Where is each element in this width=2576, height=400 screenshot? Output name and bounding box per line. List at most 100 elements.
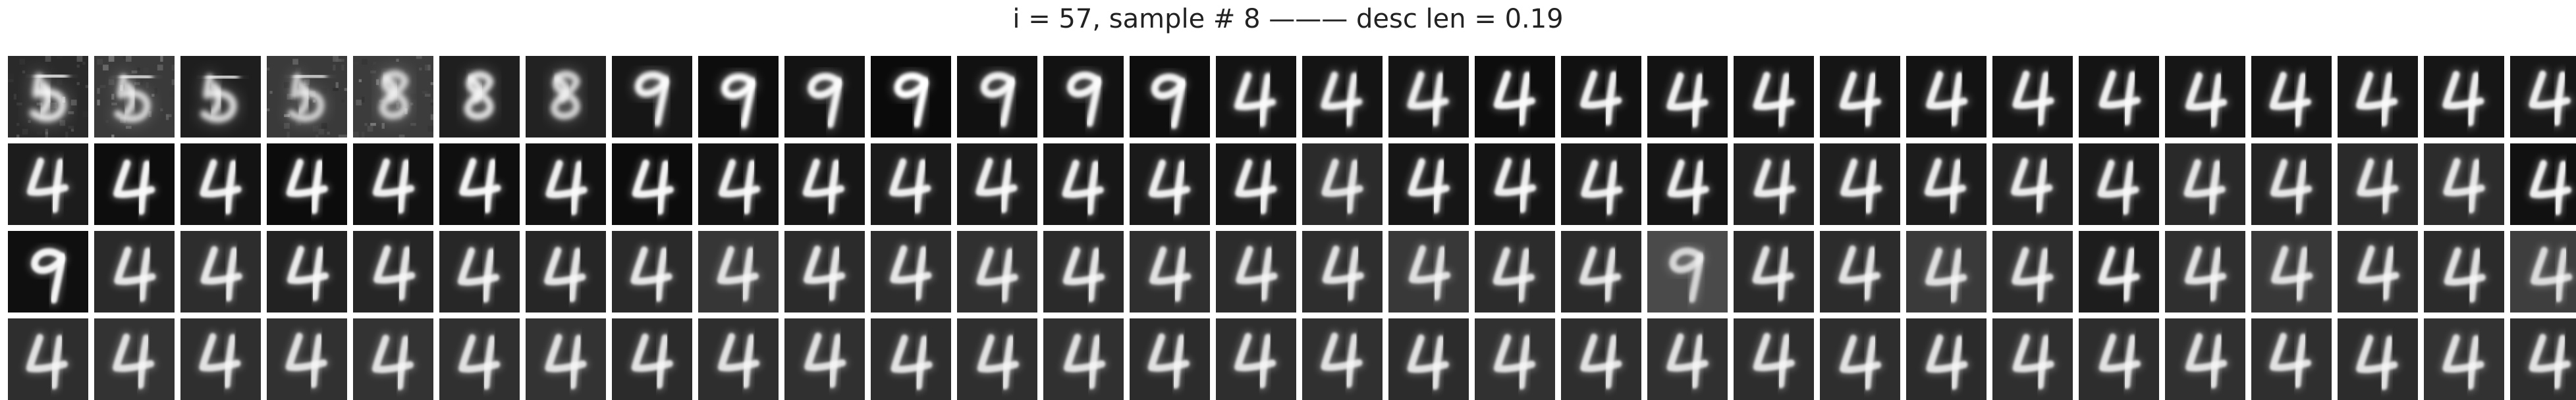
sample-thumbnail <box>2251 56 2332 138</box>
digit-strokes <box>1060 244 1107 305</box>
digit-image <box>871 318 951 400</box>
digit-strokes <box>630 157 676 218</box>
sample-thumbnail <box>698 56 779 138</box>
sample-thumbnail <box>871 318 951 400</box>
digit-strokes <box>2526 331 2573 392</box>
sample-thumbnail <box>1475 143 1555 225</box>
image-background <box>1216 56 1296 138</box>
image-background <box>1647 143 1728 225</box>
sample-thumbnail <box>1216 231 1296 312</box>
digit-strokes <box>1061 331 1108 392</box>
sample-thumbnail <box>180 318 261 400</box>
digit-image <box>2079 231 2159 312</box>
digit-strokes <box>462 68 497 123</box>
sample-thumbnail <box>2165 56 2245 138</box>
sample-thumbnail <box>2424 318 2504 400</box>
digit-strokes <box>1577 331 1625 392</box>
digit-strokes <box>2009 244 2056 305</box>
sample-thumbnail <box>94 318 175 400</box>
digit-strokes <box>2440 155 2488 216</box>
digit-strokes <box>371 243 418 303</box>
sample-thumbnail <box>94 231 175 312</box>
image-background <box>353 231 433 312</box>
digit-strokes <box>2353 332 2401 393</box>
digit-image <box>1820 231 1900 312</box>
digit-image <box>871 56 951 138</box>
digit-strokes <box>2268 156 2315 217</box>
digit-image <box>439 143 520 225</box>
sample-thumbnail <box>1992 231 2073 312</box>
image-background <box>1906 318 1987 400</box>
digit-strokes <box>1491 68 1538 129</box>
digit-image <box>784 231 865 312</box>
digit-image <box>784 56 865 138</box>
digit-strokes <box>283 330 330 391</box>
image-background <box>957 143 1037 225</box>
digit-strokes <box>1923 68 1971 129</box>
sample-thumbnail <box>2079 231 2159 312</box>
digit-image <box>2338 56 2418 138</box>
digit-strokes <box>1837 68 1884 130</box>
digit-image <box>2338 143 2418 225</box>
sample-thumbnail <box>267 56 347 138</box>
digit-strokes <box>1059 157 1107 218</box>
digit-image <box>94 143 175 225</box>
sample-thumbnail <box>957 318 1037 400</box>
digit-image <box>698 56 779 138</box>
sample-thumbnail <box>1388 143 1469 225</box>
image-background <box>1388 56 1469 138</box>
digit-image <box>612 231 692 312</box>
sample-thumbnail <box>1992 56 2073 138</box>
digit-strokes <box>1232 156 1280 217</box>
digit-image <box>2165 318 2245 400</box>
sample-thumbnail <box>957 143 1037 225</box>
sample-thumbnail <box>1130 231 1210 312</box>
digit-image <box>1992 56 2073 138</box>
digit-image <box>871 143 951 225</box>
digit-strokes <box>715 243 761 304</box>
digit-image <box>526 143 606 225</box>
digit-image <box>1302 318 1383 400</box>
digit-image <box>1043 318 1124 400</box>
image-background <box>2251 56 2332 138</box>
digit-strokes <box>2355 243 2402 303</box>
sample-thumbnail <box>1302 56 1383 138</box>
image-background <box>871 318 951 400</box>
image-background <box>2424 231 2504 312</box>
digit-image <box>1216 56 1296 138</box>
image-background <box>784 318 865 400</box>
digit-image <box>8 56 88 138</box>
image-background <box>2338 56 2418 138</box>
digit-image <box>1302 231 1383 312</box>
sample-thumbnail <box>1820 56 1900 138</box>
image-background <box>1906 231 1987 312</box>
digit-image <box>1043 231 1124 312</box>
digit-strokes <box>1232 69 1278 130</box>
sample-thumbnail <box>2165 143 2245 225</box>
digit-image <box>612 143 692 225</box>
digit-image <box>1734 231 1814 312</box>
digit-image <box>957 318 1037 400</box>
digit-strokes <box>541 244 589 305</box>
digit-strokes <box>27 69 71 124</box>
sample-thumbnail <box>957 56 1037 138</box>
digit-image <box>1561 318 1641 400</box>
digit-strokes <box>542 331 589 392</box>
digit-image <box>267 56 347 138</box>
digit-strokes <box>1578 157 1626 218</box>
digit-image <box>1561 231 1641 312</box>
image-background <box>784 231 865 312</box>
digit-strokes <box>2183 69 2230 130</box>
sample-thumbnail <box>353 143 433 225</box>
sample-thumbnail <box>1820 318 1900 400</box>
digit-image <box>1388 56 1469 138</box>
digit-image <box>267 231 347 312</box>
image-background <box>1647 318 1728 400</box>
sample-thumbnail <box>1216 318 1296 400</box>
digit-strokes <box>1491 244 1537 305</box>
image-background <box>871 231 951 312</box>
image-background <box>94 318 175 400</box>
sample-thumbnail <box>2338 231 2418 312</box>
sample-thumbnail <box>8 56 88 138</box>
digit-strokes <box>1838 156 1884 216</box>
